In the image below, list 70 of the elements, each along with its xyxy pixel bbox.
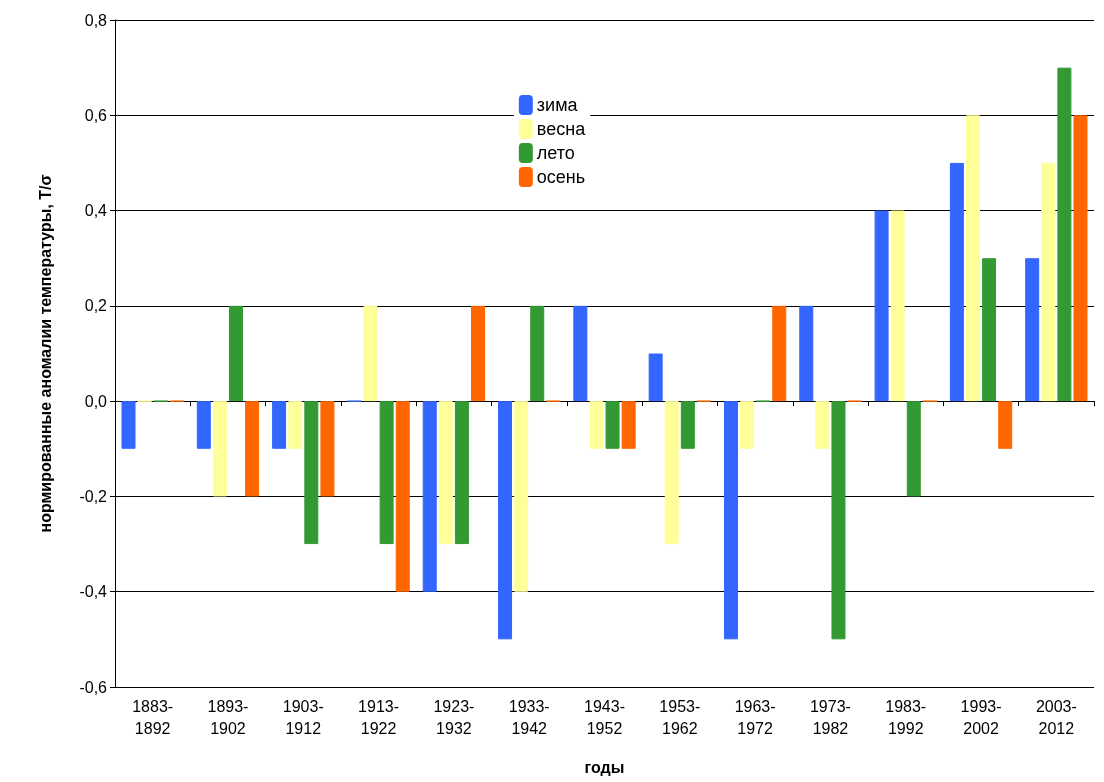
legend-label: весна — [536, 119, 587, 139]
bar — [573, 305, 588, 402]
bar — [379, 401, 394, 545]
bar — [245, 401, 260, 497]
y-tick-label: 0,6 — [84, 106, 108, 124]
y-tick-label: 0,0 — [84, 392, 108, 410]
x-tick-label: 1943-1952 — [584, 697, 625, 737]
bar — [831, 401, 846, 640]
y-tick-label: 0,2 — [84, 297, 108, 315]
x-tick-label: 1933-1942 — [508, 697, 550, 737]
bar — [212, 401, 227, 497]
x-tick-label: 1893-1902 — [207, 697, 249, 737]
x-axis-title: годы — [584, 758, 625, 776]
bar — [982, 258, 997, 402]
bar — [965, 115, 980, 402]
bar — [740, 401, 755, 449]
x-tick-label: 1963-1972 — [734, 697, 776, 737]
bar — [320, 401, 335, 497]
x-tick-label: 1983-1992 — [885, 697, 927, 737]
x-tick-label: 1993-2002 — [960, 697, 1002, 737]
bar — [589, 401, 604, 449]
y-tick-label: 0,8 — [84, 11, 108, 29]
bar — [514, 401, 529, 592]
bar — [121, 401, 136, 449]
legend-label: зима — [536, 95, 579, 115]
bar — [815, 401, 830, 449]
x-tick-label: 1883-1892 — [132, 697, 174, 737]
bar — [272, 401, 287, 449]
bar — [395, 401, 410, 592]
bar — [723, 401, 738, 640]
bar — [648, 353, 663, 402]
bar — [890, 210, 905, 402]
bar — [799, 305, 814, 402]
bar — [471, 305, 486, 402]
bar — [605, 401, 620, 449]
bar — [196, 401, 211, 449]
bar — [949, 162, 964, 402]
bar — [498, 401, 513, 640]
bar — [422, 401, 437, 592]
bar — [438, 401, 453, 545]
bar — [1025, 258, 1040, 402]
x-tick-label: 2003-2012 — [1035, 697, 1077, 737]
x-tick-label: 1953-1962 — [659, 697, 701, 737]
legend-label: лето — [536, 143, 575, 163]
y-tick-label: -0,4 — [79, 583, 108, 601]
bar — [680, 401, 695, 449]
bar — [304, 401, 319, 545]
bar — [998, 401, 1013, 449]
x-tick-label: 1903-1912 — [282, 697, 324, 737]
bar — [229, 305, 244, 402]
x-tick-label: 1923-1932 — [433, 697, 475, 737]
x-tick-label: 1913-1922 — [358, 697, 400, 737]
bar — [772, 305, 787, 402]
bar — [288, 401, 303, 449]
y-axis-title: нормированные аномалии температуры, T/σ — [36, 174, 54, 533]
bar — [621, 401, 636, 449]
y-tick-label: 0,4 — [84, 202, 108, 220]
y-tick-label: -0,2 — [79, 487, 108, 505]
bar — [530, 305, 545, 402]
bar — [664, 401, 679, 545]
bar — [1073, 115, 1088, 402]
bar — [1041, 162, 1056, 402]
bar — [906, 401, 921, 497]
y-tick-label: -0,6 — [79, 678, 108, 696]
legend-label: осень — [536, 167, 586, 187]
bar — [454, 401, 469, 545]
x-tick-label: 1973-1982 — [809, 697, 851, 737]
bar — [363, 305, 378, 402]
bar — [874, 210, 889, 402]
bar — [1057, 67, 1072, 402]
